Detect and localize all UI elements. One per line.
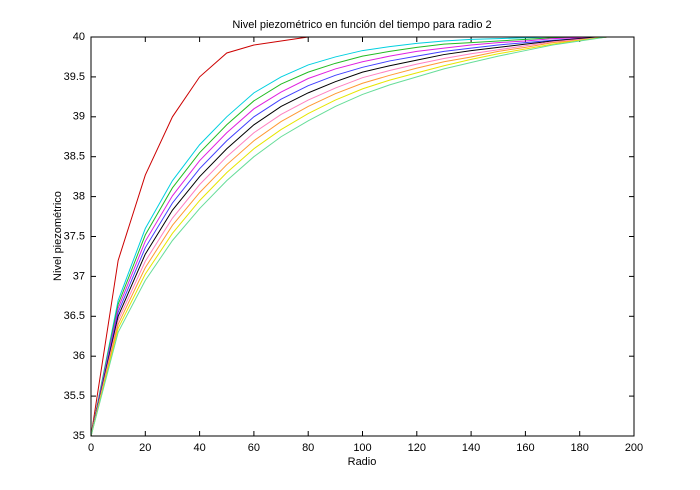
series-line	[90, 36, 607, 437]
y-tick-label: 37.5	[64, 230, 85, 242]
chart-title: Nivel piezométrico en función del tiempo…	[232, 19, 491, 31]
series-line	[90, 36, 336, 437]
y-tick-label: 38	[73, 191, 85, 203]
x-tick-label: 80	[302, 442, 314, 454]
x-tick-label: 140	[462, 442, 480, 454]
y-tick-label: 38.5	[64, 151, 85, 163]
series-line	[90, 36, 607, 437]
y-tick-label: 39	[73, 111, 85, 123]
series-line	[90, 36, 607, 437]
x-tick-label: 180	[571, 442, 589, 454]
series-line	[90, 36, 607, 437]
series-line	[90, 36, 607, 437]
y-axis-label: Nivel piezométrico	[52, 191, 64, 281]
axes-box	[90, 36, 635, 437]
series-line	[90, 36, 607, 437]
y-tick-label: 36.5	[64, 310, 85, 322]
series-line	[90, 36, 607, 437]
x-tick-label: 160	[516, 442, 534, 454]
y-tick-label: 39.5	[64, 71, 85, 83]
series-line	[90, 36, 607, 437]
y-tick-label: 35	[73, 430, 85, 442]
y-tick-label: 40	[73, 31, 85, 43]
y-tick-label: 35.5	[64, 390, 85, 402]
y-tick-label: 37	[73, 270, 85, 282]
x-tick-label: 120	[408, 442, 426, 454]
x-tick-label: 60	[248, 442, 260, 454]
x-tick-label: 20	[139, 442, 151, 454]
x-tick-label: 0	[88, 442, 94, 454]
y-tick-label: 36	[73, 350, 85, 362]
series-line	[90, 36, 607, 437]
x-tick-label: 40	[193, 442, 205, 454]
x-tick-label: 100	[353, 442, 371, 454]
x-tick-label: 200	[625, 442, 643, 454]
x-axis-label: Radio	[348, 456, 377, 468]
